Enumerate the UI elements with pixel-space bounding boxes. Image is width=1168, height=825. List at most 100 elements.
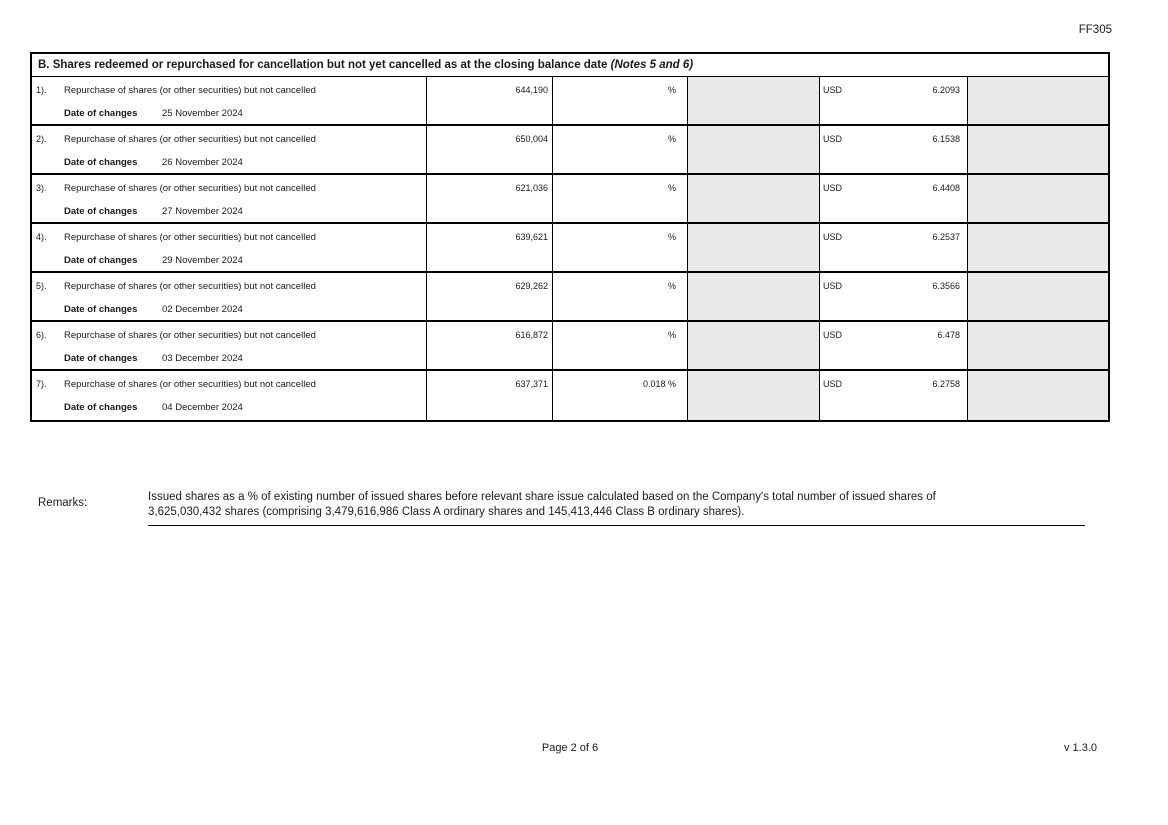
price-cell: USD 6.2758 [820,371,968,420]
currency-code: USD [823,232,843,242]
page-indicator: Page 2 of 6 [541,742,599,754]
date-of-changes-label: Date of changes [64,353,138,364]
date-of-changes-label: Date of changes [64,304,138,315]
section-b-title-text: B. Shares redeemed or repurchased for ca… [38,59,611,71]
empty-gray-cell [968,126,1108,173]
row-number: 2). [36,134,47,144]
date-of-changes-value: 27 November 2024 [162,206,243,217]
description-cell: 6). Repurchase of shares (or other secur… [32,322,427,369]
shares-repurchased-table: B. Shares redeemed or repurchased for ca… [30,52,1110,422]
empty-gray-cell [968,371,1108,420]
price-cell: USD 6.4408 [820,175,968,222]
currency-code: USD [823,85,843,95]
remarks-label: Remarks: [38,497,88,509]
currency-code: USD [823,330,843,340]
empty-gray-cell [688,322,820,369]
empty-gray-cell [688,273,820,320]
table-row: 4). Repurchase of shares (or other secur… [32,224,1108,273]
table-body: 1). Repurchase of shares (or other secur… [32,77,1108,420]
percent-cell: % [553,175,688,222]
date-of-changes-label: Date of changes [64,157,138,168]
price-cell: USD 6.1538 [820,126,968,173]
row-number: 6). [36,330,47,340]
price-value: 6.2537 [932,232,960,242]
description-cell: 5). Repurchase of shares (or other secur… [32,273,427,320]
description-cell: 3). Repurchase of shares (or other secur… [32,175,427,222]
section-b-title-notes: (Notes 5 and 6) [610,59,694,71]
percent-cell: % [553,322,688,369]
table-row: 6). Repurchase of shares (or other secur… [32,322,1108,371]
empty-gray-cell [688,371,820,420]
percent-cell: % [553,273,688,320]
currency-code: USD [823,281,843,291]
empty-gray-cell [688,77,820,124]
date-of-changes-value: 03 December 2024 [162,353,243,364]
date-of-changes-label: Date of changes [64,255,138,266]
empty-gray-cell [688,175,820,222]
date-of-changes-value: 25 November 2024 [162,108,243,119]
row-number: 5). [36,281,47,291]
row-description: Repurchase of shares (or other securitie… [64,85,316,96]
shares-count-cell: 616,872 [427,322,553,369]
shares-count-cell: 639,621 [427,224,553,271]
empty-gray-cell [968,273,1108,320]
table-row: 5). Repurchase of shares (or other secur… [32,273,1108,322]
percent-cell: % [553,126,688,173]
table-row: 7). Repurchase of shares (or other secur… [32,371,1108,420]
currency-code: USD [823,183,843,193]
empty-gray-cell [968,77,1108,124]
date-of-changes-label: Date of changes [64,402,138,413]
shares-count-cell: 621,036 [427,175,553,222]
row-number: 4). [36,232,47,242]
section-b-title: B. Shares redeemed or repurchased for ca… [32,54,1108,77]
empty-gray-cell [968,224,1108,271]
shares-count-cell: 644,190 [427,77,553,124]
row-number: 1). [36,85,47,95]
remarks-line-1: Issued shares as a % of existing number … [148,491,936,503]
date-of-changes-value: 04 December 2024 [162,402,243,413]
price-cell: USD 6.2093 [820,77,968,124]
price-value: 6.4408 [932,183,960,193]
version-label: v 1.3.0 [1063,742,1097,754]
table-row: 3). Repurchase of shares (or other secur… [32,175,1108,224]
description-cell: 4). Repurchase of shares (or other secur… [32,224,427,271]
date-of-changes-label: Date of changes [64,108,138,119]
empty-gray-cell [688,224,820,271]
shares-count-cell: 629,262 [427,273,553,320]
row-description: Repurchase of shares (or other securitie… [64,232,316,243]
row-description: Repurchase of shares (or other securitie… [64,134,316,145]
row-number: 3). [36,183,47,193]
empty-gray-cell [968,322,1108,369]
empty-gray-cell [968,175,1108,222]
date-of-changes-value: 29 November 2024 [162,255,243,266]
price-value: 6.1538 [932,134,960,144]
date-of-changes-value: 26 November 2024 [162,157,243,168]
table-row: 2). Repurchase of shares (or other secur… [32,126,1108,175]
currency-code: USD [823,134,843,144]
price-cell: USD 6.2537 [820,224,968,271]
percent-cell: % [553,224,688,271]
currency-code: USD [823,379,843,389]
row-description: Repurchase of shares (or other securitie… [64,183,316,194]
percent-cell: % [553,77,688,124]
remarks-line-2: 3,625,030,432 shares (comprising 3,479,6… [148,506,745,518]
row-description: Repurchase of shares (or other securitie… [64,379,316,390]
price-cell: USD 6.478 [820,322,968,369]
description-cell: 2). Repurchase of shares (or other secur… [32,126,427,173]
shares-count-cell: 637,371 [427,371,553,420]
table-row: 1). Repurchase of shares (or other secur… [32,77,1108,126]
form-code-label: FF305 [1078,24,1112,36]
row-description: Repurchase of shares (or other securitie… [64,281,316,292]
price-value: 6.478 [937,330,960,340]
percent-cell: 0.018 % [553,371,688,420]
price-value: 6.2093 [932,85,960,95]
date-of-changes-label: Date of changes [64,206,138,217]
row-description: Repurchase of shares (or other securitie… [64,330,316,341]
date-of-changes-value: 02 December 2024 [162,304,243,315]
remarks-text: Issued shares as a % of existing number … [148,490,1085,526]
description-cell: 1). Repurchase of shares (or other secur… [32,77,427,124]
price-value: 6.2758 [932,379,960,389]
price-value: 6.3566 [932,281,960,291]
empty-gray-cell [688,126,820,173]
row-number: 7). [36,379,47,389]
